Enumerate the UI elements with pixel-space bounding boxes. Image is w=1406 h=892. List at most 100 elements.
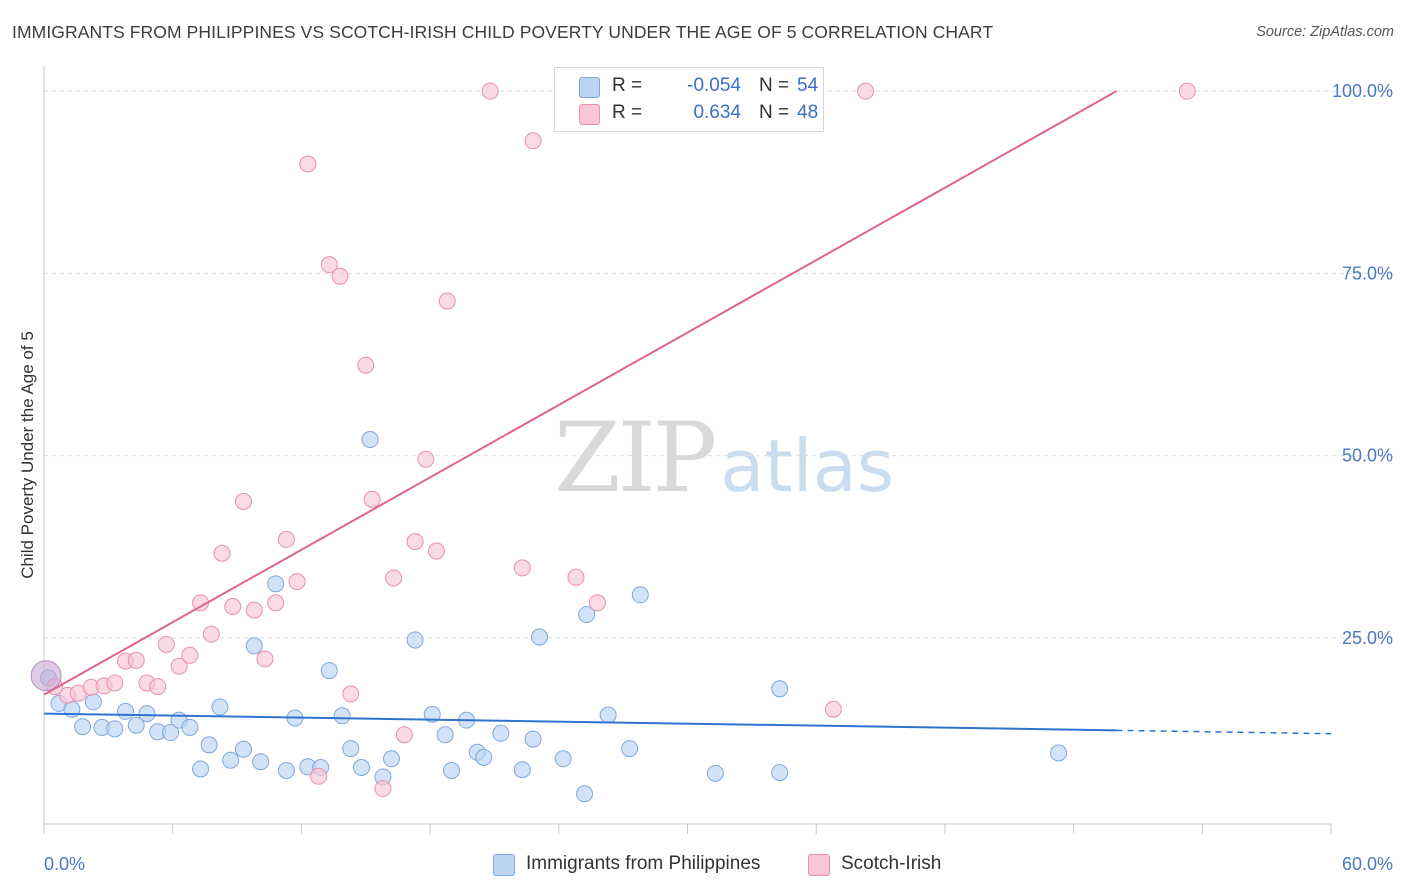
- scotch-irish-point: [224, 597, 242, 615]
- philippines-point: [530, 628, 548, 646]
- philippines-point: [192, 760, 210, 778]
- philippines-point: [578, 605, 596, 623]
- r-value: 0.634: [693, 102, 741, 123]
- philippines-point: [524, 730, 542, 748]
- philippines-point: [342, 740, 360, 758]
- philippines-point: [492, 724, 510, 742]
- philippines-point: [475, 748, 493, 766]
- y-tick-label: 50.0%: [1342, 446, 1393, 466]
- scotch-irish-point: [374, 780, 392, 798]
- scotch-irish-point: [357, 356, 375, 374]
- r-label: R =: [612, 102, 643, 123]
- philippines-point: [320, 662, 338, 680]
- chart-title: IMMIGRANTS FROM PHILIPPINES VS SCOTCH-IR…: [12, 22, 994, 42]
- scotch-irish-point: [288, 573, 306, 591]
- scotch-irish-point: [157, 635, 175, 653]
- philippines-point: [117, 702, 135, 720]
- scotch-irish-point: [385, 569, 403, 587]
- scotch-irish-point: [267, 594, 285, 612]
- scotch-irish-point: [417, 450, 435, 468]
- scotch-irish-point: [181, 646, 199, 664]
- x-tick-label: 0.0%: [44, 854, 85, 874]
- philippines-point: [211, 698, 229, 716]
- scotch-irish-point: [149, 678, 167, 696]
- philippines-point: [706, 764, 724, 782]
- scotch-irish-point: [406, 533, 424, 551]
- philippines-point: [277, 761, 295, 779]
- scotch-irish-point: [395, 726, 413, 744]
- philippines-point: [84, 693, 102, 711]
- scotch-irish-point: [310, 767, 328, 785]
- scotch-irish-point: [331, 267, 349, 285]
- scotch-irish-point: [513, 559, 531, 577]
- scotch-irish-point: [277, 530, 295, 548]
- y-tick-label: 100.0%: [1332, 81, 1393, 101]
- philippines-trend-extension: [1116, 729, 1332, 735]
- philippines-point: [406, 631, 424, 649]
- philippines-point: [352, 759, 370, 777]
- scotch-irish-point: [857, 82, 875, 100]
- philippines-point: [771, 680, 789, 698]
- philippines-point: [138, 705, 156, 723]
- overlap-point: [30, 660, 62, 692]
- scotch-irish-point: [363, 490, 381, 508]
- n-value: 54: [797, 75, 819, 96]
- philippines-point: [599, 706, 617, 724]
- philippines-point: [576, 785, 594, 803]
- philippines-point: [423, 705, 441, 723]
- scotch-irish-point: [127, 651, 145, 669]
- scotch-irish-point: [320, 256, 338, 274]
- philippines-point: [127, 716, 145, 734]
- scotch-irish-point: [524, 132, 542, 150]
- philippines-point: [333, 707, 351, 725]
- scotch-irish-point: [202, 625, 220, 643]
- philippines-point: [443, 761, 461, 779]
- philippines-point: [621, 740, 639, 758]
- correlation-legend: R = -0.054 N = 54 R = 0.634 N = 48: [554, 67, 824, 132]
- scotch-irish-point: [428, 542, 446, 560]
- philippines-point: [74, 718, 92, 736]
- philippines-point: [631, 586, 649, 604]
- source-label: Source: ZipAtlas.com: [1256, 24, 1394, 40]
- philippines-point: [361, 431, 379, 449]
- philippines-point: [234, 740, 252, 758]
- scotch-irish-point: [213, 544, 231, 562]
- scotch-irish-point: [245, 601, 263, 619]
- scotch-irish-point: [299, 155, 317, 173]
- philippines-point: [267, 575, 285, 593]
- legend-swatch-blue: [579, 77, 600, 98]
- philippines-point: [771, 764, 789, 782]
- legend-label: Immigrants from Philippines: [526, 853, 761, 874]
- n-label: N =: [759, 102, 790, 123]
- r-label: R =: [612, 75, 643, 96]
- legend-swatch-blue: [493, 854, 515, 876]
- philippines-point: [1050, 744, 1068, 762]
- scotch-irish-point: [1178, 82, 1196, 100]
- legend-swatch-pink: [808, 854, 830, 876]
- philippines-point: [554, 750, 572, 768]
- scotch-irish-point: [170, 657, 188, 675]
- philippines-point: [200, 736, 218, 754]
- series-legend: Immigrants from Philippines Scotch-Irish: [0, 852, 1406, 878]
- y-tick-label: 25.0%: [1342, 628, 1393, 648]
- scotch-irish-point: [824, 700, 842, 718]
- legend-label: Scotch-Irish: [841, 853, 942, 874]
- scotch-irish-point: [567, 568, 585, 586]
- philippines-point: [106, 720, 124, 738]
- philippines-point: [245, 637, 263, 655]
- scotch-irish-point: [438, 292, 456, 310]
- scotch-irish-point: [234, 492, 252, 510]
- scotch-irish-trend-line: [43, 90, 1117, 696]
- scotch-irish-point: [588, 594, 606, 612]
- r-value: -0.054: [687, 75, 741, 96]
- x-tick-label: 60.0%: [1342, 854, 1393, 874]
- scotch-irish-point: [256, 650, 274, 668]
- legend-swatch-pink: [579, 104, 600, 125]
- philippines-trend-line: [43, 712, 1117, 732]
- n-label: N =: [759, 75, 790, 96]
- philippines-point: [513, 761, 531, 779]
- n-value: 48: [797, 102, 819, 123]
- philippines-point: [181, 718, 199, 736]
- philippines-point: [222, 751, 240, 769]
